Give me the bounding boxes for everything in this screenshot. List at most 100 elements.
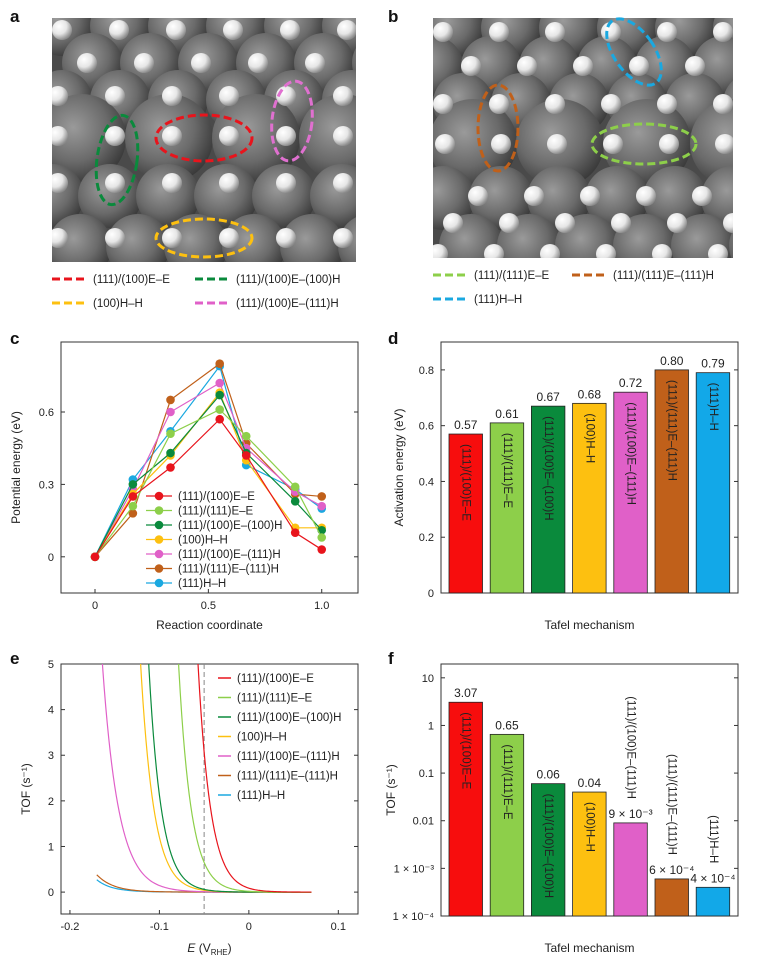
metal-atom <box>280 214 344 262</box>
panel-label-a: a <box>10 7 20 26</box>
hydrogen-atom <box>162 86 182 106</box>
hydrogen-atom <box>433 244 448 258</box>
bar-value-label: 4 × 10⁻⁴ <box>690 871 735 885</box>
site-ellipses-a <box>94 79 314 259</box>
data-point <box>215 405 225 414</box>
bar-category-label: (111)/(100)E–(111)H <box>625 696 637 799</box>
data-point <box>128 492 138 501</box>
bar-group: 0.06 (111)/(100)E–(100)H <box>531 768 566 917</box>
hydrogen-atom <box>517 56 537 76</box>
y-tick-label: 0.6 <box>39 407 54 419</box>
y-tick-label: 0.1 <box>419 768 434 780</box>
hydrogen-atom <box>715 134 733 154</box>
hydrogen-atom <box>305 53 325 73</box>
bar-value-label: 0.65 <box>495 718 519 732</box>
bar-category-label: (100)H–H <box>583 802 595 852</box>
legend-label: (111)/(111)E–E <box>237 693 313 705</box>
hydrogen-atom <box>276 173 296 193</box>
hydrogen-atom <box>162 228 182 248</box>
y-axis-label: Potential energy (eV) <box>9 411 23 524</box>
y-axis-label: TOF (s⁻¹) <box>384 764 398 815</box>
legend-label: (111)/(100)E–(111)H <box>236 298 339 310</box>
x-axis-variable: E <box>187 941 196 955</box>
legend-item: (111)/(100)E–(111)H <box>195 298 339 310</box>
legend-label: (111)/(100)E–E <box>237 673 314 685</box>
metal-atom <box>194 164 258 228</box>
bar-group: 0.67 (111)/(100)E–(100)H <box>531 390 566 594</box>
hydrogen-atom <box>105 228 125 248</box>
legend-label: (111)H–H <box>474 294 522 306</box>
y-tick-label: 0.3 <box>39 479 54 491</box>
hydrogen-atom <box>524 186 544 206</box>
hydrogen-atom <box>652 244 672 258</box>
series-line <box>94 391 322 558</box>
bar <box>654 878 689 917</box>
legend-item: (111)/(100)E–(111)H <box>218 751 340 763</box>
data-point <box>166 448 175 458</box>
hydrogen-atom <box>166 20 186 40</box>
bar <box>448 701 483 917</box>
hydrogen-atom <box>52 86 68 106</box>
legend-c: (111)/(100)E–E (111)/(111)E–E (111)/(100)E… <box>146 491 282 590</box>
bar-value-label: 0.67 <box>536 390 560 404</box>
hydrogen-atom <box>491 134 511 154</box>
hydrogen-atom <box>433 94 453 114</box>
y-tick-label: 0 <box>48 552 54 564</box>
bar <box>489 422 525 594</box>
bar-category-label: (111)/(100)E–E <box>460 712 472 789</box>
legend-item: (111)/(100)E–(100)H <box>218 712 341 724</box>
hydrogen-atom <box>219 126 239 146</box>
bar-category-label: (111)/(111)E–E <box>501 433 513 509</box>
metal-atom <box>52 94 126 182</box>
bar-category-label: (100)H–H <box>583 413 595 463</box>
hydrogen-atom <box>333 86 353 106</box>
x-axis-unit: (V <box>195 941 210 955</box>
data-point <box>317 492 327 501</box>
hydrogen-atom <box>468 186 488 206</box>
data-point <box>90 552 100 562</box>
bar-value-label: 0.61 <box>495 407 519 421</box>
hydrogen-atom <box>741 56 757 76</box>
data-point <box>317 545 327 554</box>
data-point <box>128 501 138 511</box>
y-tick-label: 2 <box>48 796 54 808</box>
metal-atom <box>690 99 733 187</box>
hydrogen-atom <box>52 228 68 248</box>
hydrogen-atom <box>657 94 677 114</box>
hydrogen-atom <box>333 228 353 248</box>
hydrogen-atom <box>362 53 382 73</box>
bar-group: 4 × 10⁻⁴ (111)H–H <box>690 815 736 917</box>
legend-item: (111)/(111)E–(111)H <box>572 270 714 282</box>
legend-label: (111)/(111)E–E <box>178 506 254 518</box>
metal-atom <box>751 36 757 96</box>
legend-label: (111)H–H <box>178 578 226 590</box>
legend-item: (111)H–H <box>433 294 522 306</box>
hydrogen-atom <box>134 53 154 73</box>
bar <box>695 372 731 594</box>
ellipse-111-100-E-111H <box>270 79 314 163</box>
legend-label: (111)/(100)E–(100)H <box>236 274 340 286</box>
legend-b: (111)/(111)E–E (111)/(111)E–(111)H (111)H–… <box>433 270 714 306</box>
hydrogen-atom <box>545 94 565 114</box>
hydrogen-atom <box>280 20 300 40</box>
hydrogen-atom <box>276 126 296 146</box>
hydrogen-atom <box>219 173 239 193</box>
hydrogen-atom <box>713 94 733 114</box>
hydrogen-atom <box>489 22 509 42</box>
bar-group: 0.72 (111)/(100)E–(111)H <box>613 376 648 594</box>
series <box>90 390 327 562</box>
plot-area <box>90 359 327 562</box>
bar <box>572 402 607 594</box>
hydrogen-atom <box>162 173 182 193</box>
hydrogen-atom <box>109 20 129 40</box>
data-point <box>290 528 300 537</box>
metal-atom <box>527 166 591 230</box>
hydrogen-atom <box>692 186 712 206</box>
bar-category-label: (111)/(111)E–(111)H <box>666 754 678 855</box>
y-tick-label: 0 <box>48 887 54 899</box>
x-axis-label: Tafel mechanism <box>544 941 634 955</box>
hydrogen-atom <box>248 53 268 73</box>
series-line <box>94 393 323 558</box>
y-axis-label: TOF (s⁻¹) <box>19 763 33 814</box>
bar-category-label: (111)/(100)E–(100)H <box>542 794 554 898</box>
